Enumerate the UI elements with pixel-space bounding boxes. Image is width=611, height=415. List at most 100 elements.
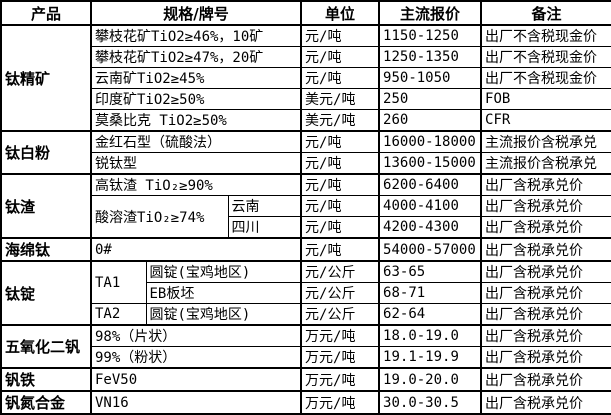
product-cell: 钛渣	[0, 173, 92, 239]
note-cell: 出厂不含税现金价	[480, 46, 611, 68]
unit-cell: 元/公斤	[300, 303, 380, 326]
table-row: 酸溶渣TiO₂≥74% 云南 元/吨 4000-4100 出厂含税承兑价	[1, 195, 611, 239]
unit-cell: 元/吨	[300, 237, 380, 262]
price-cell: 1250-1350	[378, 46, 482, 68]
product-cell: 钛白粉	[0, 130, 92, 175]
note-cell: 出厂含税承兑价	[480, 346, 611, 369]
price-cell: 19.0-20.0	[378, 367, 482, 392]
header-note: 备注	[480, 0, 611, 26]
price-cell: 16000-18000	[378, 130, 482, 153]
spec-cell: 云南矿TiO2≥45%	[89, 67, 302, 89]
note-cell: 主流报价含税承兑	[480, 152, 611, 175]
note-cell: 出厂含税承兑价	[480, 173, 611, 196]
spec-cell: 0#	[89, 237, 302, 262]
table-row: 钒铁 FeV50 万元/吨 19.0-20.0 出厂含税承兑价	[0, 367, 611, 392]
unit-cell: 元/吨	[300, 173, 380, 196]
product-cell: 钛锭	[0, 260, 92, 326]
table-row: 钒氮合金 VN16 万元/吨 30.0-30.5 出厂含税承兑价	[0, 390, 611, 415]
price-cell: 6200-6400	[378, 173, 482, 196]
unit-cell: 美元/吨	[300, 88, 380, 110]
unit-cell: 元/公斤	[300, 282, 380, 304]
unit-cell: 元/吨	[300, 195, 380, 217]
region-cell: 四川	[227, 216, 302, 239]
note-cell: 出厂不含税现金价	[480, 67, 611, 89]
price-cell: 30.0-30.5	[378, 390, 482, 415]
note-cell: 出厂不含税现金价	[480, 24, 611, 47]
product-cell: 钒氮合金	[0, 390, 92, 415]
table-row: 钛渣 高钛渣 TiO₂≥90% 元/吨 6200-6400 出厂含税承兑价	[0, 173, 611, 239]
spec-cell: 锐钛型	[89, 152, 302, 175]
spec-cell: 莫桑比克 TiO2≥50%	[89, 109, 302, 132]
price-cell: 54000-57000	[378, 237, 482, 262]
spec-cell: TA2	[90, 303, 147, 326]
table-row: 五氧化二钒 98%（片状） 万元/吨 18.0-19.0 出厂含税承兑价	[0, 324, 611, 369]
unit-cell: 元/吨	[300, 216, 380, 239]
header-unit: 单位	[300, 0, 380, 26]
price-cell: 68-71	[378, 282, 482, 304]
table-row: 钛锭 TA1 圆锭(宝鸡地区) 元/公斤 63-65 出厂含税承兑价	[0, 260, 611, 326]
price-cell: 63-65	[378, 260, 482, 283]
spec-cell: 98%（片状）	[89, 324, 302, 347]
spec-cell: 攀枝花矿TiO2≥47%，20矿	[89, 46, 302, 68]
table-row: EB板坯 元/公斤 68-71 出厂含税承兑价	[1, 282, 611, 304]
table-row: 锐钛型 元/吨 13600-15000 主流报价含税承兑	[1, 152, 611, 175]
header-product: 产品	[0, 0, 92, 26]
spec-cell: TA1	[90, 260, 147, 304]
price-cell: 250	[378, 88, 482, 110]
table-row: TA2 圆锭(宝鸡地区) 元/公斤 62-64 出厂含税承兑价	[1, 303, 611, 326]
spec-cell: 酸溶渣TiO₂≥74%	[90, 195, 229, 239]
note-cell: 出厂含税承兑价	[480, 195, 611, 217]
unit-cell: 美元/吨	[300, 109, 380, 132]
product-cell: 海绵钛	[0, 237, 92, 262]
note-cell: FOB	[480, 88, 611, 110]
spec-cell: 印度矿TiO2≥50%	[89, 88, 302, 110]
unit-cell: 元/吨	[300, 152, 380, 175]
price-cell: 4000-4100	[378, 195, 482, 217]
note-cell: 出厂含税承兑价	[480, 282, 611, 304]
unit-cell: 元/吨	[300, 67, 380, 89]
note-cell: 出厂含税承兑价	[480, 390, 611, 415]
product-cell: 钒铁	[0, 367, 92, 392]
header-spec: 规格/牌号	[89, 0, 302, 26]
unit-cell: 万元/吨	[300, 346, 380, 369]
note-cell: 出厂含税承兑价	[480, 237, 611, 262]
price-cell: 950-1050	[378, 67, 482, 89]
table-row: 钛白粉 金红石型（硫酸法） 元/吨 16000-18000 主流报价含税承兑	[0, 130, 611, 175]
unit-cell: 万元/吨	[300, 367, 380, 392]
subspec-cell: 圆锭(宝鸡地区)	[145, 303, 302, 326]
note-cell: 出厂含税承兑价	[480, 216, 611, 239]
table-row: 攀枝花矿TiO2≥47%，20矿 元/吨 1250-1350 出厂不含税现金价	[1, 46, 611, 68]
table-row: 海绵钛 0# 元/吨 54000-57000 出厂含税承兑价	[0, 237, 611, 262]
price-cell: 62-64	[378, 303, 482, 326]
subspec-cell: 圆锭(宝鸡地区)	[145, 260, 302, 283]
product-cell: 五氧化二钒	[0, 324, 92, 369]
spec-cell: 高钛渣 TiO₂≥90%	[89, 173, 302, 196]
note-cell: 出厂含税承兑价	[480, 303, 611, 326]
unit-cell: 万元/吨	[300, 390, 380, 415]
unit-cell: 元/吨	[300, 46, 380, 68]
note-cell: 主流报价含税承兑	[480, 130, 611, 153]
price-cell: 19.1-19.9	[378, 346, 482, 369]
spec-cell: VN16	[89, 390, 302, 415]
table-row: 99%（粉状） 万元/吨 19.1-19.9 出厂含税承兑价	[1, 346, 611, 369]
unit-cell: 元/吨	[300, 24, 380, 47]
table-row: 钛精矿 攀枝花矿TiO2≥46%，10矿 元/吨 1150-1250 出厂不含税…	[0, 24, 611, 132]
price-cell: 260	[378, 109, 482, 132]
price-cell: 18.0-19.0	[378, 324, 482, 347]
table-row: 印度矿TiO2≥50% 美元/吨 250 FOB	[1, 88, 611, 110]
header-price: 主流报价	[378, 0, 482, 26]
spec-cell: FeV50	[89, 367, 302, 392]
table-row: 莫桑比克 TiO2≥50% 美元/吨 260 CFR	[1, 109, 611, 132]
region-cell: 云南	[227, 195, 302, 217]
product-cell: 钛精矿	[0, 24, 92, 132]
spec-cell: 金红石型（硫酸法）	[89, 130, 302, 153]
note-cell: 出厂含税承兑价	[480, 260, 611, 283]
unit-cell: 元/吨	[300, 130, 380, 153]
note-cell: 出厂含税承兑价	[480, 367, 611, 392]
note-cell: CFR	[480, 109, 611, 132]
table-header-row: 产品 规格/牌号 单位 主流报价 备注	[0, 0, 611, 26]
spec-cell: 攀枝花矿TiO2≥46%，10矿	[89, 24, 302, 47]
unit-cell: 万元/吨	[300, 324, 380, 347]
price-cell: 4200-4300	[378, 216, 482, 239]
